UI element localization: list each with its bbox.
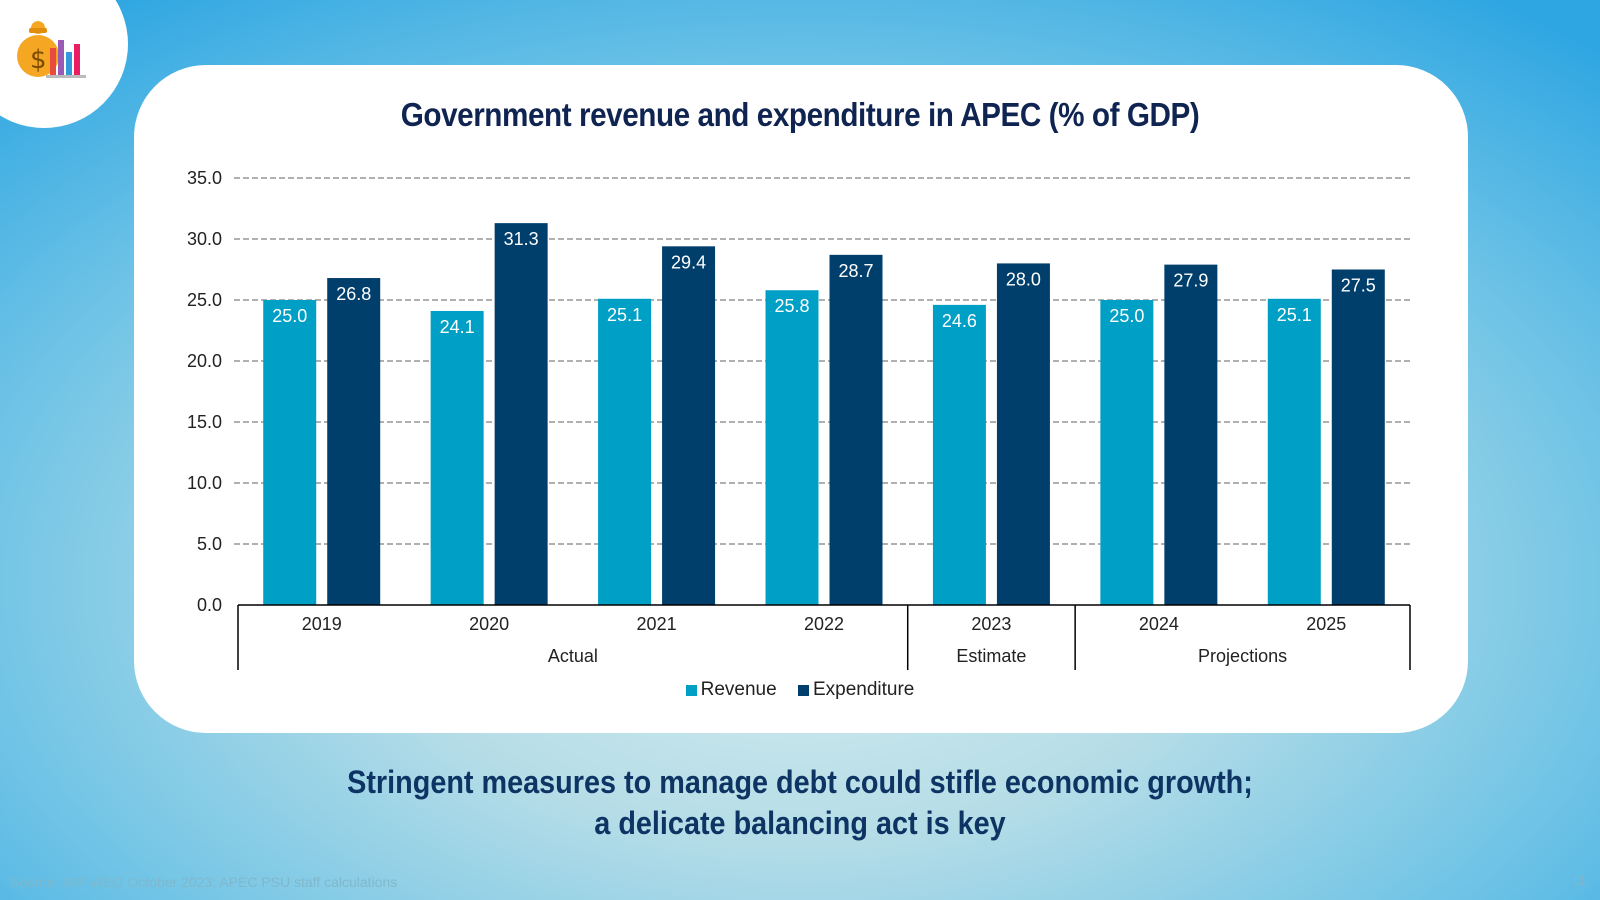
data-label-revenue-2022: 25.8 [774,296,809,316]
bar-revenue-2020 [430,310,484,605]
data-label-expenditure-2019: 26.8 [336,284,371,304]
y-tick-label: 5.0 [197,534,222,554]
data-label-revenue-2021: 25.1 [607,305,642,325]
group-label-estimate: Estimate [956,646,1026,666]
data-label-revenue-2024: 25.0 [1109,306,1144,326]
bar-revenue-2023 [932,304,986,605]
bar-expenditure-2025 [1331,269,1385,605]
legend-swatch-revenue [685,684,697,696]
chart-title: Government revenue and expenditure in AP… [400,96,1200,133]
x-tick-label-2022: 2022 [804,614,844,634]
svg-text:$: $ [30,45,47,75]
data-label-revenue-2025: 25.1 [1277,305,1312,325]
page-number: 11 [1571,872,1586,888]
x-tick-label-2025: 2025 [1306,614,1346,634]
x-tick-label-2021: 2021 [637,614,677,634]
data-label-expenditure-2024: 27.9 [1173,271,1208,291]
data-label-expenditure-2020: 31.3 [504,229,539,249]
x-tick-label-2020: 2020 [469,614,509,634]
money-bag-chart-icon: $ [17,21,86,78]
legend-item-revenue: Revenue [685,679,777,701]
bar-revenue-2024 [1100,300,1154,605]
bar-revenue-2019 [263,300,317,605]
legend-label-expenditure: Expenditure [812,679,915,700]
y-tick-label: 10.0 [187,473,222,493]
legend-label-revenue: Revenue [700,679,777,700]
data-label-expenditure-2025: 27.5 [1341,276,1376,296]
x-tick-label-2019: 2019 [302,614,342,634]
data-label-revenue-2023: 24.6 [942,311,977,331]
group-label-actual: Actual [548,646,598,666]
data-label-revenue-2019: 25.0 [272,306,307,326]
source-note: Source: IMF WEO October 2023; APEC PSU s… [10,874,398,890]
legend-item-expenditure: Expenditure [797,679,915,701]
bar-expenditure-2023 [996,263,1050,605]
bar-revenue-2021 [598,298,652,605]
data-label-expenditure-2021: 29.4 [671,252,706,272]
y-tick-label: 25.0 [187,290,222,310]
bar-expenditure-2021 [662,246,716,605]
bar-expenditure-2022 [829,254,883,606]
y-tick-label: 30.0 [187,229,222,249]
y-tick-label: 35.0 [187,168,222,188]
bar-revenue-2022 [765,290,819,605]
slide-subtitle-line-1: Stringent measures to manage debt could … [347,764,1253,800]
slide-subtitle: Stringent measures to manage debt could … [80,762,1520,844]
slide-subtitle-line-2: a delicate balancing act is key [594,805,1006,841]
bar-expenditure-2019 [327,278,381,605]
chart-legend: Revenue Expenditure [0,679,1600,702]
data-label-revenue-2020: 24.1 [440,317,475,337]
data-label-expenditure-2022: 28.7 [838,261,873,281]
y-tick-label: 15.0 [187,412,222,432]
x-tick-label-2023: 2023 [971,614,1011,634]
y-tick-label: 0.0 [197,595,222,615]
bar-expenditure-2024 [1164,264,1218,605]
legend-swatch-expenditure [797,684,809,696]
x-tick-label-2024: 2024 [1139,614,1179,634]
data-label-expenditure-2023: 28.0 [1006,269,1041,289]
bar-revenue-2025 [1267,298,1321,605]
y-tick-label: 20.0 [187,351,222,371]
bar-expenditure-2020 [494,223,548,605]
group-label-projections: Projections [1198,646,1287,666]
